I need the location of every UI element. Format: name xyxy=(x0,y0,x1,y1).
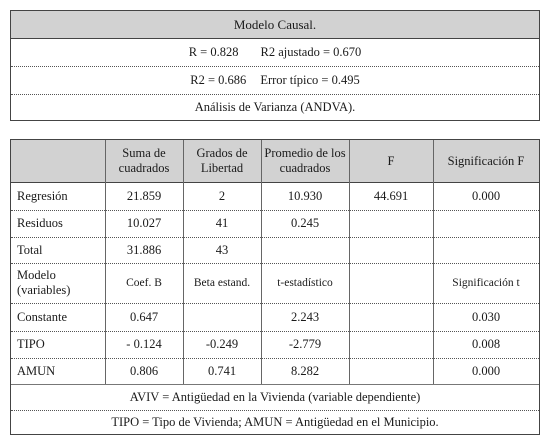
footnote-dependent-variable: AVIV = Antigüedad en la Vivienda (variab… xyxy=(129,389,421,404)
table-cell: 2 xyxy=(218,188,226,203)
table-cell: 10.027 xyxy=(126,216,162,230)
table-cell xyxy=(433,210,539,237)
header-degrees-of-freedom: Grados de Libertad xyxy=(196,146,248,175)
anova-caption: Análisis de Varianza (ANDVA). xyxy=(194,100,356,114)
table-cell: 21.859 xyxy=(126,188,162,203)
row-label-model-variables: Modelo (variables) xyxy=(17,268,71,297)
grid-line xyxy=(11,263,539,264)
row-label-amun: AMUN xyxy=(17,363,56,378)
grid-line xyxy=(261,140,262,384)
anova-coefficients-table: Suma de cuadrados Grados de Libertad Pro… xyxy=(10,139,540,435)
grid-line xyxy=(11,410,539,411)
table-cell xyxy=(349,331,433,358)
grid-line xyxy=(11,384,539,385)
table-cell: 0.008 xyxy=(471,337,501,351)
grid-line xyxy=(349,140,350,384)
model-summary-box: Modelo Causal. R = 0.828 R2 ajustado = 0… xyxy=(10,10,540,121)
footnote-variable-definitions: TIPO = Tipo de Vivienda; AMUN = Antigüed… xyxy=(111,414,439,429)
table-cell: 0.741 xyxy=(207,363,237,378)
grid-line xyxy=(11,358,539,359)
subheader-beta: Beta estand. xyxy=(193,276,251,289)
fit-row-1: R = 0.828 R2 ajustado = 0.670 xyxy=(11,38,539,67)
table-cell: 0.647 xyxy=(129,309,159,324)
table-cell xyxy=(349,237,433,263)
row-label-tipo: TIPO xyxy=(17,337,45,351)
fit-row-2: R2 = 0.686 Error típico = 0.495 xyxy=(11,66,539,95)
header-significance-f: Significación F xyxy=(447,153,525,168)
grid-line xyxy=(183,140,184,384)
table-cell: 0.030 xyxy=(471,309,501,324)
subheader-significance-t: Significación t xyxy=(452,276,520,289)
table-cell xyxy=(349,303,433,331)
table-cell: 0.245 xyxy=(290,216,320,230)
table-cell xyxy=(261,237,349,263)
table-cell xyxy=(433,237,539,263)
table-cell: 31.886 xyxy=(126,242,162,257)
std-error-value: Error típico = 0.495 xyxy=(260,72,360,87)
table-cell xyxy=(349,263,433,303)
row-label-regression: Regresión xyxy=(17,188,68,203)
grid-line xyxy=(11,303,539,304)
table-cell: -2.779 xyxy=(288,337,322,351)
subheader-t-statistic: t-estadístico xyxy=(277,276,333,289)
table-cell xyxy=(349,210,433,237)
grid-line xyxy=(433,140,434,384)
table-cell: 10.930 xyxy=(287,188,323,203)
table-cell: - 0.124 xyxy=(126,337,162,351)
table-cell: 2.243 xyxy=(290,309,320,324)
grid-line xyxy=(11,210,539,211)
row-label-constant: Constante xyxy=(17,309,67,324)
grid-line xyxy=(105,140,106,384)
row-label-total: Total xyxy=(17,242,43,257)
grid-line xyxy=(11,331,539,332)
header-mean-square: Promedio de los cuadrados xyxy=(264,146,346,175)
table-cell: 44.691 xyxy=(373,188,409,203)
table-cell: 0.000 xyxy=(471,363,501,378)
header-sum-of-squares: Suma de cuadrados xyxy=(118,146,170,175)
table-cell: -0.249 xyxy=(205,337,239,351)
grid-line xyxy=(11,237,539,238)
table-cell: 41 xyxy=(215,216,229,230)
r2-value: R2 = 0.686 xyxy=(190,72,247,87)
table-cell: 0.806 xyxy=(129,363,159,378)
table-cell: 0.000 xyxy=(471,188,501,203)
table-cell xyxy=(349,358,433,384)
table-cell: 43 xyxy=(215,242,229,257)
r-value: R = 0.828 xyxy=(188,44,239,59)
table-cell: 8.282 xyxy=(290,363,320,378)
table-cell xyxy=(183,303,261,331)
r2-adjusted-value: R2 ajustado = 0.670 xyxy=(260,44,362,59)
table-header-background xyxy=(11,140,539,183)
header-cell-empty xyxy=(11,140,105,182)
row-label-residuals: Residuos xyxy=(17,216,63,230)
header-f: F xyxy=(387,153,395,168)
model-title: Modelo Causal. xyxy=(11,11,539,39)
subheader-coef-b: Coef. B xyxy=(126,276,162,289)
